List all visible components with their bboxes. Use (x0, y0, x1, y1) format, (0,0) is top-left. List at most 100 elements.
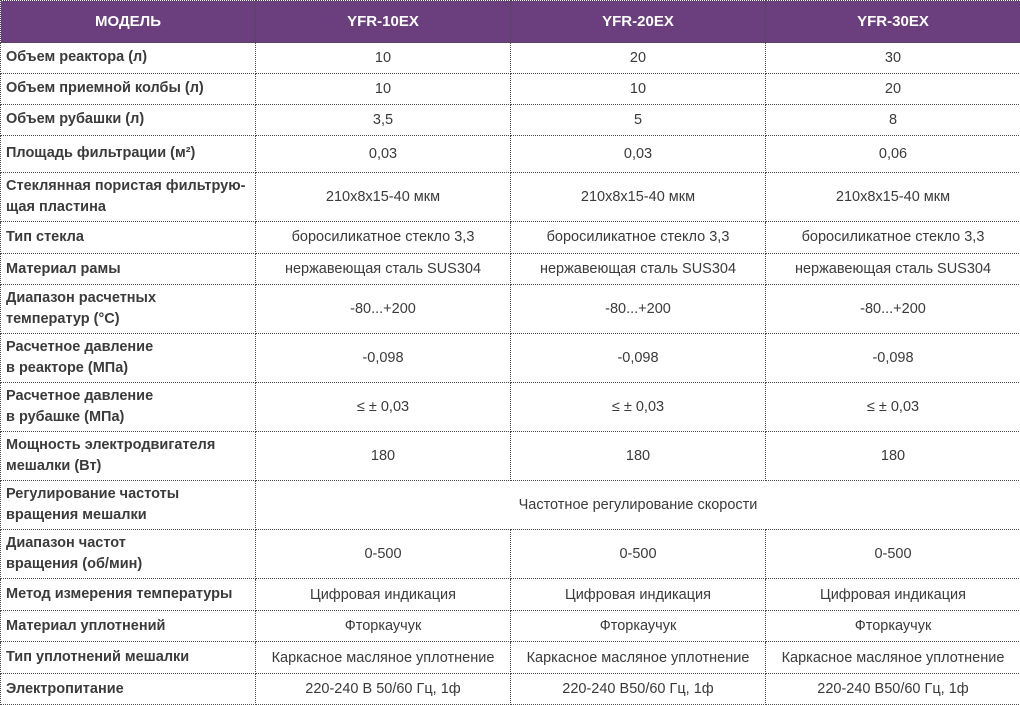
row-value: Фторкаучук (766, 611, 1020, 642)
header-yfr-30ex: YFR-30EX (766, 1, 1020, 43)
header-yfr-10ex: YFR-10EX (256, 1, 511, 43)
table-row: Тип стекла боросиликатное стекло 3,3 бор… (1, 222, 1020, 254)
row-label: Площадь фильтрации (м²) (1, 136, 256, 173)
row-label-line: Диапазон расчетных (6, 290, 156, 306)
row-label-line: Стеклянная пористая фильтрую- (6, 178, 245, 194)
row-label: Мощность электродвигателя мешалки (Вт) (1, 432, 256, 481)
table-row: Регулирование частоты вращения мешалки Ч… (1, 481, 1020, 530)
row-label-line: вращения мешалки (6, 507, 147, 523)
row-label-line: Расчетное давление (6, 388, 153, 404)
row-value: -0,098 (511, 334, 766, 383)
row-value: боросиликатное стекло 3,3 (256, 222, 511, 254)
row-value: Цифровая индикация (766, 579, 1020, 611)
row-value: 0,06 (766, 136, 1020, 173)
row-value: Каркасное масляное уплотнение (766, 642, 1020, 674)
row-label: Тип уплотнений мешалки (1, 642, 256, 674)
table-row: Материал уплотнений Фторкаучук Фторкаучу… (1, 611, 1020, 642)
row-label-line: Регулирование частоты (6, 486, 179, 502)
row-value: 10 (256, 74, 511, 105)
row-value: 0-500 (511, 530, 766, 579)
row-value: 10 (256, 43, 511, 74)
table-row: Тип уплотнений мешалки Каркасное масляно… (1, 642, 1020, 674)
row-value: нержавеющая сталь SUS304 (256, 254, 511, 285)
row-value-merged: Частотное регулирование скорости (256, 481, 1020, 530)
row-value: нержавеющая сталь SUS304 (511, 254, 766, 285)
row-value: 20 (511, 43, 766, 74)
row-value: 210x8x15-40 мкм (766, 173, 1020, 222)
row-label: Объем рубашки (л) (1, 105, 256, 136)
table-row: Стеклянная пористая фильтрую- щая пласти… (1, 173, 1020, 222)
row-value: Цифровая индикация (256, 579, 511, 611)
row-label-line: Диапазон частот (6, 535, 126, 551)
row-value: боросиликатное стекло 3,3 (766, 222, 1020, 254)
row-value: 10 (511, 74, 766, 105)
row-value: ≤ ± 0,03 (511, 383, 766, 432)
row-label: Стеклянная пористая фильтрую- щая пласти… (1, 173, 256, 222)
table-row: Диапазон расчетных температур (°С) -80..… (1, 285, 1020, 334)
row-value: 20 (766, 74, 1020, 105)
row-value: 0-500 (256, 530, 511, 579)
row-value: Фторкаучук (256, 611, 511, 642)
row-value: ≤ ± 0,03 (256, 383, 511, 432)
row-value: -0,098 (256, 334, 511, 383)
row-value: нержавеющая сталь SUS304 (766, 254, 1020, 285)
row-label-line: Расчетное давление (6, 339, 153, 355)
row-value: 0-500 (766, 530, 1020, 579)
row-value: -80...+200 (256, 285, 511, 334)
row-value: 210x8x15-40 мкм (511, 173, 766, 222)
row-label-line: Мощность электродвигателя (6, 437, 215, 453)
row-value: -80...+200 (766, 285, 1020, 334)
row-value: 220-240 В50/60 Гц, 1ф (766, 674, 1020, 705)
row-value: 5 (511, 105, 766, 136)
row-label-line: мешалки (Вт) (6, 458, 101, 474)
row-label: Материал уплотнений (1, 611, 256, 642)
row-value: Фторкаучук (511, 611, 766, 642)
row-label: Диапазон частот вращения (об/мин) (1, 530, 256, 579)
row-label-line: щая пластина (6, 199, 106, 215)
table-row: Метод измерения температуры Цифровая инд… (1, 579, 1020, 611)
row-value: Каркасное масляное уплотнение (256, 642, 511, 674)
table-row: Мощность электродвигателя мешалки (Вт) 1… (1, 432, 1020, 481)
header-model: МОДЕЛЬ (1, 1, 256, 43)
row-value: 8 (766, 105, 1020, 136)
row-label: Расчетное давление в реакторе (МПа) (1, 334, 256, 383)
row-label: Объем реактора (л) (1, 43, 256, 74)
header-row: МОДЕЛЬ YFR-10EX YFR-20EX YFR-30EX (1, 1, 1020, 43)
row-label: Электропитание (1, 674, 256, 705)
row-label: Объем приемной колбы (л) (1, 74, 256, 105)
table-row: Диапазон частот вращения (об/мин) 0-500 … (1, 530, 1020, 579)
table-row: Объем приемной колбы (л) 10 10 20 (1, 74, 1020, 105)
row-value: 180 (766, 432, 1020, 481)
row-label: Расчетное давление в рубашке (МПа) (1, 383, 256, 432)
row-value: -0,098 (766, 334, 1020, 383)
row-value: 210x8x15-40 мкм (256, 173, 511, 222)
table-row: Электропитание 220-240 В 50/60 Гц, 1ф 22… (1, 674, 1020, 705)
row-value: 220-240 В50/60 Гц, 1ф (511, 674, 766, 705)
row-value: боросиликатное стекло 3,3 (511, 222, 766, 254)
row-value: 30 (766, 43, 1020, 74)
row-value: 3,5 (256, 105, 511, 136)
row-value: 180 (511, 432, 766, 481)
table-row: Объем рубашки (л) 3,5 5 8 (1, 105, 1020, 136)
table-row: Материал рамы нержавеющая сталь SUS304 н… (1, 254, 1020, 285)
row-label: Тип стекла (1, 222, 256, 254)
row-value: -80...+200 (511, 285, 766, 334)
row-label-line: в рубашке (МПа) (6, 409, 124, 425)
row-value: Каркасное масляное уплотнение (511, 642, 766, 674)
header-yfr-20ex: YFR-20EX (511, 1, 766, 43)
table-row: Площадь фильтрации (м²) 0,03 0,03 0,06 (1, 136, 1020, 173)
row-value: 0,03 (256, 136, 511, 173)
row-label-line: температур (°С) (6, 311, 120, 327)
row-value: ≤ ± 0,03 (766, 383, 1020, 432)
row-value: Цифровая индикация (511, 579, 766, 611)
row-label-line: в реакторе (МПа) (6, 360, 128, 376)
row-label-line: вращения (об/мин) (6, 556, 142, 572)
row-value: 180 (256, 432, 511, 481)
row-value: 0,03 (511, 136, 766, 173)
row-value: 220-240 В 50/60 Гц, 1ф (256, 674, 511, 705)
table-row: Объем реактора (л) 10 20 30 (1, 43, 1020, 74)
row-label: Материал рамы (1, 254, 256, 285)
row-label: Диапазон расчетных температур (°С) (1, 285, 256, 334)
row-label: Регулирование частоты вращения мешалки (1, 481, 256, 530)
